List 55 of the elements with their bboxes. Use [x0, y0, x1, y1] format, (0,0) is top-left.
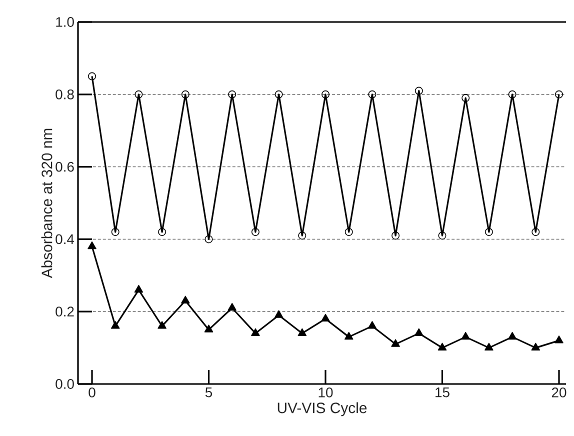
point [228, 90, 236, 98]
point [438, 232, 446, 240]
point [134, 90, 143, 98]
point [414, 86, 423, 95]
point [531, 342, 540, 350]
point [298, 328, 307, 336]
point [134, 284, 144, 293]
point [181, 90, 190, 98]
point [204, 324, 214, 332]
point [181, 296, 190, 304]
y-tick-label: 0.6 [56, 162, 74, 172]
point [554, 336, 564, 344]
point [88, 72, 96, 80]
point [484, 228, 493, 236]
point [461, 332, 470, 340]
point [228, 302, 236, 311]
point [204, 235, 213, 244]
y-tick-label: 1.0 [56, 17, 74, 27]
x-tick-label: 5 [205, 388, 212, 398]
point [508, 332, 517, 340]
point [414, 328, 424, 336]
point [158, 321, 166, 329]
point [251, 328, 260, 336]
y-tick-label: 0.0 [56, 379, 74, 389]
point [344, 332, 354, 340]
point [111, 228, 120, 236]
point [274, 310, 284, 318]
point [321, 314, 330, 322]
y-tick-label: 0.2 [56, 306, 74, 317]
point [322, 90, 330, 98]
point [484, 342, 494, 350]
point [344, 228, 353, 236]
point [368, 321, 377, 329]
x-tick-label: 10 [318, 388, 333, 398]
point [274, 90, 283, 98]
x-tick-label: 20 [552, 388, 566, 398]
y-tick-label: 0.4 [56, 234, 74, 244]
point [88, 241, 96, 250]
point [508, 90, 516, 98]
point [555, 90, 563, 98]
point [110, 321, 120, 329]
point [438, 342, 447, 350]
point [298, 232, 306, 240]
x-tick-label: 0 [88, 388, 96, 398]
x-tick-label: 15 [436, 388, 450, 398]
point [368, 90, 376, 98]
point [462, 94, 470, 102]
point [391, 339, 400, 347]
x-axis-title: UV-VIS Cycle [278, 402, 367, 416]
point [532, 228, 540, 236]
point [158, 228, 166, 236]
y-axis-title: Absorbance at 320 nm [41, 128, 52, 278]
point [392, 232, 400, 240]
point [251, 228, 260, 236]
y-tick-label: 0.8 [56, 89, 74, 100]
